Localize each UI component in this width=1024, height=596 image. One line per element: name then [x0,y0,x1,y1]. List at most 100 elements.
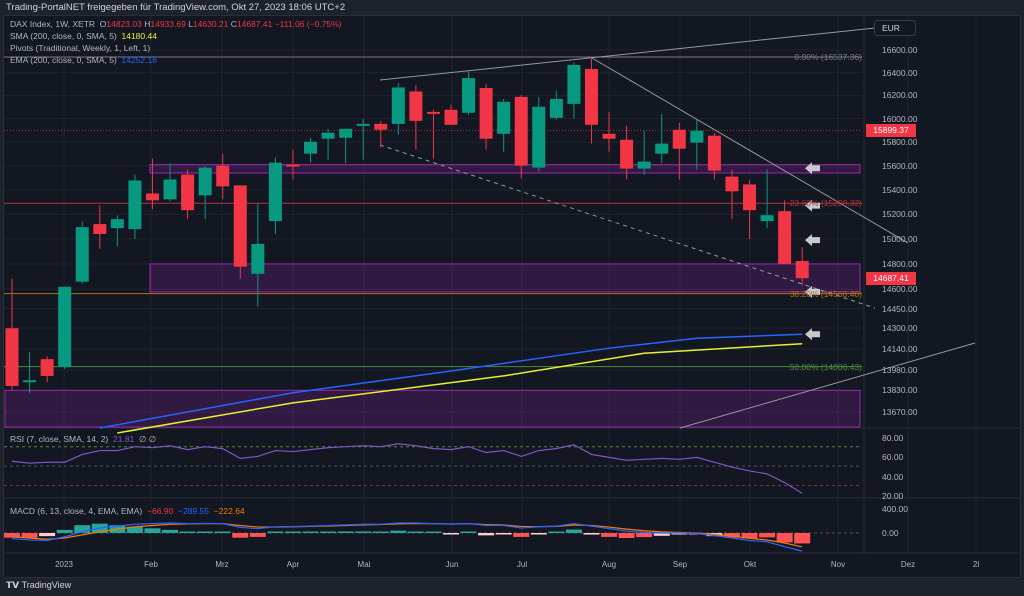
fib-level-label: 38.20% (14566.40) [789,288,862,299]
price-axis-label: 14300.00 [882,323,918,333]
sma-legend[interactable]: SMA (200, close, 0, SMA, 5) 14180.44 [10,31,157,41]
macd-legend[interactable]: MACD (6, 13, close, 4, EMA, EMA) −66.90 … [10,506,245,516]
fib-level-label: 0.00% (16537.36) [794,52,862,63]
trendline [379,144,876,309]
share-title: Trading-PortalNET freigegeben für Tradin… [6,2,346,13]
close-value: 14687.41 [236,19,273,29]
macd-histogram-bar [126,526,143,533]
candle-up [163,179,177,200]
time-axis-label: Jul [516,560,528,569]
trendline [379,27,876,81]
candle-up [75,227,89,282]
trendline [591,57,909,244]
time-axis-label: 2l [972,560,980,569]
candle-up [58,286,72,368]
level-price-tag: 15899.37 [866,124,916,138]
ema-legend[interactable]: EMA (200, close, 0, SMA, 5) 14252.16 [10,55,157,65]
macd-histogram-bar [249,533,266,537]
ema-label: EMA (200, close, 0, SMA, 5) [10,55,117,65]
time-axis-label: Mai [357,560,371,569]
candle-up [198,167,212,196]
candle-up [567,64,581,104]
open-value: 14823.03 [106,19,142,29]
macd-line-value: −289.55 [177,506,209,516]
macd-histogram-bar [355,531,372,533]
candle-up [462,78,476,113]
candle-down [672,129,686,149]
candle-down [584,68,598,125]
macd-histogram-bar [56,529,73,533]
arrow-left-icon [805,328,820,341]
last-price-tag: 14687.41 [866,272,916,286]
time-axis-label: Nov [830,560,846,569]
rsi-label: RSI (7, close, SMA, 14, 2) [10,434,109,444]
macd-histogram-bar [390,530,407,533]
macd-histogram-bar [320,531,337,533]
rsi-line [11,443,803,494]
candle-down [145,193,159,201]
macd-histogram-bar [548,531,565,533]
candle-down [426,111,440,114]
time-axis-label: Sep [672,560,688,569]
arrow-left-icon [805,199,820,212]
time-axis-label: Apr [286,560,300,569]
candle-up [304,141,318,154]
support-zone [149,263,861,293]
macd-histogram-bar [478,533,495,536]
candle-down [409,91,423,121]
macd-histogram-bar [284,531,301,533]
price-axis-label: 14600.00 [882,284,918,295]
macd-histogram-bar [21,533,38,538]
time-axis-label: Okt [743,560,757,569]
low-label: L [188,19,193,29]
price-axis-label: 15200.00 [882,209,918,220]
ema-value: 14252.16 [121,55,157,65]
price-axis-label: 13670.00 [882,406,918,417]
candle-down [181,174,195,211]
sma-label: SMA (200, close, 0, SMA, 5) [10,31,117,41]
price-axis-label: 16400.00 [882,67,918,78]
tradingview-logo[interactable]: 𝗧𝗩 TradingView [6,580,71,591]
currency-button[interactable]: EUR [874,20,916,36]
rsi-axis-20: 20.00 [882,491,904,501]
price-axis-label: 13980.00 [882,365,918,376]
arrow-left-icon [805,162,820,175]
macd-histogram-bar [583,533,600,535]
support-zone [149,164,861,174]
candle-down [233,185,247,267]
rsi-axis-40: 40.00 [882,472,904,482]
tv-logo-icon: 𝗧𝗩 [6,580,22,590]
ema-200-line [99,333,803,429]
macd-histogram-bar [337,531,354,533]
candle-down [5,328,19,386]
price-axis-label: 16600.00 [882,45,918,55]
time-axis-label: Feb [144,560,158,569]
price-axis-label: 16000.00 [882,113,918,124]
price-axis-label: 15800.00 [882,137,918,148]
macd-hist-value: −66.90 [147,506,174,516]
candle-up [268,162,282,222]
low-value: 14630.21 [192,19,229,29]
macd-histogram-bar [513,533,530,537]
candle-up [549,98,563,118]
time-axis-label: Jun [445,560,459,569]
macd-histogram-bar [723,533,740,538]
chart-frame[interactable] [3,15,1021,578]
candle-down [93,224,107,234]
macd-axis-0: 0.00 [882,528,899,538]
candle-down [707,135,721,171]
candle-down [514,96,528,166]
candle-down [795,261,809,279]
time-axis-label: Dez [900,560,916,569]
high-value: 14933.69 [150,19,186,29]
open-label: O [99,19,107,29]
arrow-left-icon [805,285,820,298]
macd-histogram-bar [214,531,231,533]
pivots-legend[interactable]: Pivots (Traditional, Weekly, 1, Left, 1) [10,43,150,53]
close-label: C [230,19,237,29]
change-value: −111.06 (−0.75%) [274,19,342,29]
macd-histogram-bar [565,529,582,533]
macd-histogram-bar [495,533,512,535]
rsi-legend[interactable]: RSI (7, close, SMA, 14, 2) 21.81 ∅ ∅ [10,434,156,445]
